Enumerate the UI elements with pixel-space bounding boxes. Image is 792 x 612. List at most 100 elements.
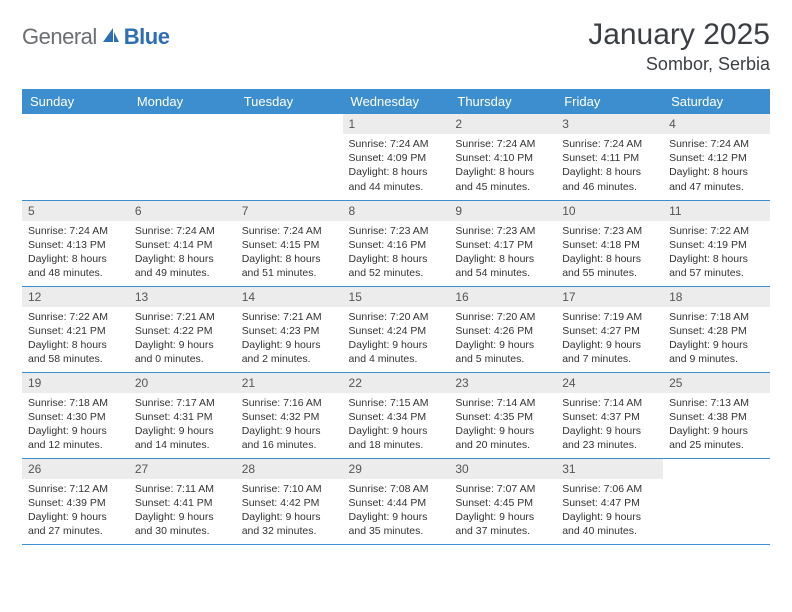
sunrise-text: Sunrise: 7:13 AM (669, 396, 764, 410)
day-header: Friday (556, 89, 663, 114)
sunrise-text: Sunrise: 7:21 AM (135, 310, 230, 324)
daylight-line1: Daylight: 9 hours (135, 510, 230, 524)
day-details: Sunrise: 7:10 AMSunset: 4:42 PMDaylight:… (236, 479, 343, 543)
sunset-text: Sunset: 4:28 PM (669, 324, 764, 338)
daylight-line2: and 47 minutes. (669, 180, 764, 194)
day-number: 22 (343, 373, 450, 393)
day-details: Sunrise: 7:22 AMSunset: 4:19 PMDaylight:… (663, 221, 770, 285)
sunrise-text: Sunrise: 7:18 AM (28, 396, 123, 410)
sunrise-text: Sunrise: 7:10 AM (242, 482, 337, 496)
day-number: 13 (129, 287, 236, 307)
daylight-line2: and 12 minutes. (28, 438, 123, 452)
calendar-cell: 19Sunrise: 7:18 AMSunset: 4:30 PMDayligh… (22, 372, 129, 458)
sunrise-text: Sunrise: 7:24 AM (135, 224, 230, 238)
day-number: 27 (129, 459, 236, 479)
day-number: 29 (343, 459, 450, 479)
day-details: Sunrise: 7:16 AMSunset: 4:32 PMDaylight:… (236, 393, 343, 457)
calendar-cell: 14Sunrise: 7:21 AMSunset: 4:23 PMDayligh… (236, 286, 343, 372)
calendar-cell: 6Sunrise: 7:24 AMSunset: 4:14 PMDaylight… (129, 200, 236, 286)
day-number: 30 (449, 459, 556, 479)
day-number: 15 (343, 287, 450, 307)
sunset-text: Sunset: 4:23 PM (242, 324, 337, 338)
day-number: 18 (663, 287, 770, 307)
sunset-text: Sunset: 4:45 PM (455, 496, 550, 510)
calendar-cell: 5Sunrise: 7:24 AMSunset: 4:13 PMDaylight… (22, 200, 129, 286)
daylight-line1: Daylight: 8 hours (349, 252, 444, 266)
sunrise-text: Sunrise: 7:19 AM (562, 310, 657, 324)
daylight-line1: Daylight: 8 hours (669, 165, 764, 179)
daylight-line2: and 2 minutes. (242, 352, 337, 366)
day-details: Sunrise: 7:11 AMSunset: 4:41 PMDaylight:… (129, 479, 236, 543)
day-details: Sunrise: 7:20 AMSunset: 4:26 PMDaylight:… (449, 307, 556, 371)
day-details: Sunrise: 7:21 AMSunset: 4:22 PMDaylight:… (129, 307, 236, 371)
calendar-cell: 29Sunrise: 7:08 AMSunset: 4:44 PMDayligh… (343, 458, 450, 544)
calendar-cell: 1Sunrise: 7:24 AMSunset: 4:09 PMDaylight… (343, 114, 450, 200)
day-details: Sunrise: 7:23 AMSunset: 4:16 PMDaylight:… (343, 221, 450, 285)
day-number: 21 (236, 373, 343, 393)
calendar-cell: 27Sunrise: 7:11 AMSunset: 4:41 PMDayligh… (129, 458, 236, 544)
daylight-line1: Daylight: 9 hours (242, 338, 337, 352)
calendar-cell (236, 114, 343, 200)
calendar-week-row: 12Sunrise: 7:22 AMSunset: 4:21 PMDayligh… (22, 286, 770, 372)
day-details: Sunrise: 7:14 AMSunset: 4:37 PMDaylight:… (556, 393, 663, 457)
day-details: Sunrise: 7:13 AMSunset: 4:38 PMDaylight:… (663, 393, 770, 457)
day-details: Sunrise: 7:20 AMSunset: 4:24 PMDaylight:… (343, 307, 450, 371)
calendar-table: Sunday Monday Tuesday Wednesday Thursday… (22, 89, 770, 545)
logo-text-blue: Blue (124, 24, 170, 50)
calendar-cell: 21Sunrise: 7:16 AMSunset: 4:32 PMDayligh… (236, 372, 343, 458)
sunrise-text: Sunrise: 7:21 AM (242, 310, 337, 324)
day-number: 1 (343, 114, 450, 134)
calendar-cell: 24Sunrise: 7:14 AMSunset: 4:37 PMDayligh… (556, 372, 663, 458)
day-details: Sunrise: 7:24 AMSunset: 4:10 PMDaylight:… (449, 134, 556, 198)
daylight-line2: and 27 minutes. (28, 524, 123, 538)
sunset-text: Sunset: 4:14 PM (135, 238, 230, 252)
daylight-line1: Daylight: 9 hours (455, 424, 550, 438)
day-number: 2 (449, 114, 556, 134)
day-details: Sunrise: 7:14 AMSunset: 4:35 PMDaylight:… (449, 393, 556, 457)
sunrise-text: Sunrise: 7:24 AM (669, 137, 764, 151)
calendar-cell (22, 114, 129, 200)
calendar-cell (663, 458, 770, 544)
daylight-line1: Daylight: 8 hours (242, 252, 337, 266)
daylight-line2: and 54 minutes. (455, 266, 550, 280)
day-header: Wednesday (343, 89, 450, 114)
day-details: Sunrise: 7:24 AMSunset: 4:14 PMDaylight:… (129, 221, 236, 285)
daylight-line2: and 14 minutes. (135, 438, 230, 452)
daylight-line2: and 9 minutes. (669, 352, 764, 366)
day-number: 31 (556, 459, 663, 479)
sunset-text: Sunset: 4:13 PM (28, 238, 123, 252)
sunset-text: Sunset: 4:32 PM (242, 410, 337, 424)
daylight-line2: and 55 minutes. (562, 266, 657, 280)
calendar-week-row: 19Sunrise: 7:18 AMSunset: 4:30 PMDayligh… (22, 372, 770, 458)
daylight-line1: Daylight: 9 hours (242, 510, 337, 524)
daylight-line2: and 45 minutes. (455, 180, 550, 194)
day-header-row: Sunday Monday Tuesday Wednesday Thursday… (22, 89, 770, 114)
day-number: 17 (556, 287, 663, 307)
calendar-cell: 31Sunrise: 7:06 AMSunset: 4:47 PMDayligh… (556, 458, 663, 544)
calendar-cell: 10Sunrise: 7:23 AMSunset: 4:18 PMDayligh… (556, 200, 663, 286)
day-number: 3 (556, 114, 663, 134)
day-number: 5 (22, 201, 129, 221)
sunrise-text: Sunrise: 7:22 AM (28, 310, 123, 324)
daylight-line2: and 37 minutes. (455, 524, 550, 538)
sunrise-text: Sunrise: 7:20 AM (349, 310, 444, 324)
sunrise-text: Sunrise: 7:22 AM (669, 224, 764, 238)
sunset-text: Sunset: 4:44 PM (349, 496, 444, 510)
daylight-line2: and 51 minutes. (242, 266, 337, 280)
sunrise-text: Sunrise: 7:24 AM (242, 224, 337, 238)
sunrise-text: Sunrise: 7:16 AM (242, 396, 337, 410)
sunset-text: Sunset: 4:41 PM (135, 496, 230, 510)
sunrise-text: Sunrise: 7:14 AM (562, 396, 657, 410)
sunset-text: Sunset: 4:47 PM (562, 496, 657, 510)
day-header: Thursday (449, 89, 556, 114)
calendar-cell: 8Sunrise: 7:23 AMSunset: 4:16 PMDaylight… (343, 200, 450, 286)
sunrise-text: Sunrise: 7:24 AM (455, 137, 550, 151)
daylight-line2: and 49 minutes. (135, 266, 230, 280)
calendar-cell: 13Sunrise: 7:21 AMSunset: 4:22 PMDayligh… (129, 286, 236, 372)
calendar-cell: 12Sunrise: 7:22 AMSunset: 4:21 PMDayligh… (22, 286, 129, 372)
calendar-cell: 18Sunrise: 7:18 AMSunset: 4:28 PMDayligh… (663, 286, 770, 372)
day-number: 7 (236, 201, 343, 221)
sunrise-text: Sunrise: 7:11 AM (135, 482, 230, 496)
sunset-text: Sunset: 4:15 PM (242, 238, 337, 252)
daylight-line2: and 16 minutes. (242, 438, 337, 452)
